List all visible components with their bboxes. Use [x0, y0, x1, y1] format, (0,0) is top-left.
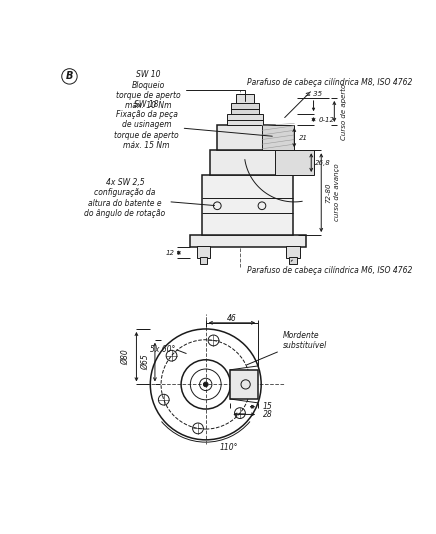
- Text: SW 10
Bloqueio
torque de aperto
máx. 10 Nm: SW 10 Bloqueio torque de aperto máx. 10 …: [116, 70, 245, 111]
- Text: SW 18
Fixação da peça
de usinagem
torque de aperto
máx. 15 Nm: SW 18 Fixação da peça de usinagem torque…: [114, 100, 272, 150]
- Bar: [197, 246, 210, 258]
- Text: Ø80: Ø80: [121, 349, 130, 365]
- Text: 21: 21: [299, 135, 308, 141]
- Bar: [236, 94, 254, 104]
- Text: curso de avanço: curso de avanço: [334, 164, 341, 222]
- Text: 15: 15: [263, 402, 272, 411]
- Bar: [200, 257, 207, 263]
- Polygon shape: [262, 125, 294, 150]
- Text: 28: 28: [263, 410, 272, 419]
- Bar: [191, 235, 306, 247]
- Bar: [202, 175, 293, 235]
- Text: 4x SW 2,5
configuração da
altura do batente e
do ângulo de rotação: 4x SW 2,5 configuração da altura do bate…: [84, 178, 215, 218]
- Text: ≤ 35: ≤ 35: [305, 91, 322, 97]
- Text: 46: 46: [227, 313, 237, 323]
- Text: 5x 60°: 5x 60°: [150, 345, 175, 354]
- Text: B: B: [66, 72, 73, 81]
- Text: Mordente
substituível: Mordente substituível: [247, 331, 327, 365]
- Bar: [286, 246, 300, 258]
- Text: 26,8: 26,8: [315, 160, 331, 166]
- Bar: [227, 114, 263, 125]
- Bar: [289, 257, 296, 263]
- Bar: [217, 125, 275, 150]
- Bar: [230, 370, 258, 399]
- Text: 72-80: 72-80: [325, 183, 331, 203]
- Bar: [231, 104, 259, 114]
- Text: 110°: 110°: [220, 443, 238, 452]
- Text: Parafuso de cabeça cilíndrica M8, ISO 4762: Parafuso de cabeça cilíndrica M8, ISO 47…: [246, 78, 412, 117]
- Text: Parafuso de cabeça cilíndrica M6, ISO 4762: Parafuso de cabeça cilíndrica M6, ISO 47…: [246, 260, 412, 275]
- Bar: [275, 150, 313, 175]
- Circle shape: [204, 382, 208, 387]
- Bar: [210, 150, 283, 175]
- Text: Ø65: Ø65: [141, 354, 150, 370]
- Text: Curso de aperto: Curso de aperto: [341, 84, 347, 140]
- Text: 12: 12: [166, 250, 175, 256]
- Text: 0-12: 0-12: [319, 116, 335, 122]
